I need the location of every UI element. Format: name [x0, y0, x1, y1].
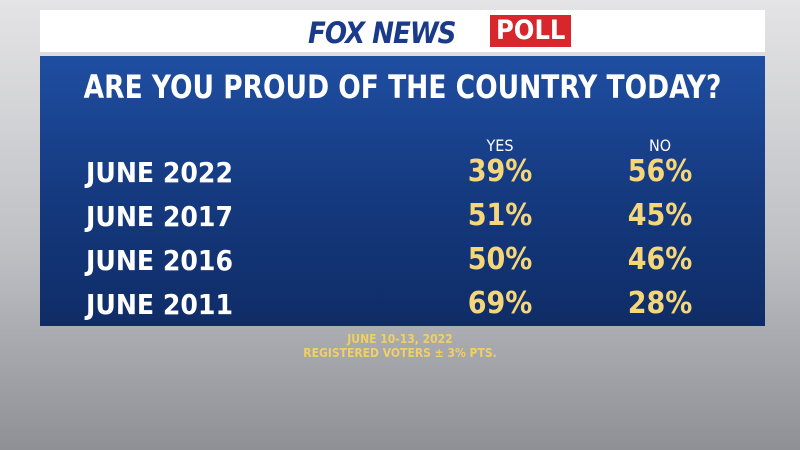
- brand: FOX NEWS: [308, 16, 456, 50]
- column-header: NO: [648, 136, 672, 155]
- poll-tag: POLL: [490, 15, 572, 47]
- header-bar: FOX NEWS POLL: [40, 10, 765, 52]
- panel: ARE YOU PROUD OF THE COUNTRY TODAY? YES N…: [40, 56, 765, 326]
- row-label: JUNE 2017: [86, 200, 233, 233]
- cell-value: 56%: [627, 154, 693, 189]
- row-label: JUNE 2016: [86, 244, 233, 277]
- cell-value: 69%: [467, 286, 533, 321]
- cell-value: 39%: [467, 154, 533, 189]
- cell-value: 28%: [627, 286, 693, 321]
- cell-value: 51%: [467, 198, 533, 233]
- row-label: JUNE 2011: [86, 288, 233, 321]
- row-label: JUNE 2022: [86, 156, 233, 189]
- title: ARE YOU PROUD OF THE COUNTRY TODAY?: [83, 68, 722, 106]
- cell-value: 45%: [627, 198, 693, 233]
- footer-note: JUNE 10-13, 2022: [347, 332, 453, 346]
- cell-value: 46%: [627, 242, 693, 277]
- footer-note: REGISTERED VOTERS ± 3% PTS.: [303, 346, 497, 360]
- column-header: YES: [486, 136, 514, 155]
- cell-value: 50%: [467, 242, 533, 277]
